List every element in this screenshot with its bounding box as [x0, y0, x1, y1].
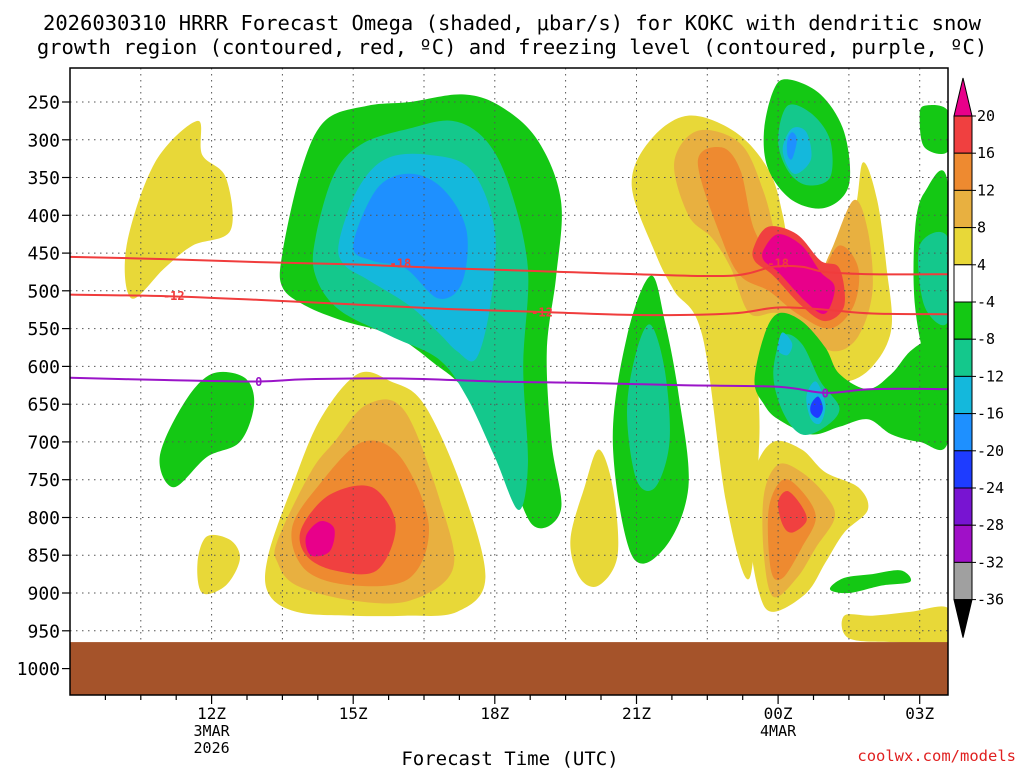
x-tick-label-3: 21Z: [622, 704, 651, 723]
colorbar-swatch-11: [953, 524, 973, 563]
colorbar-swatch-12: [953, 561, 973, 601]
omega-region-35: [919, 105, 948, 155]
contour-labels: -18 -18 -12 -12 0 0: [163, 256, 829, 400]
colorbar-label-7: -12: [977, 367, 1004, 385]
colorbar-label-13: -36: [977, 591, 1004, 609]
colorbar-label-2: 12: [977, 181, 995, 199]
x-tick-label-0: 12Z: [197, 704, 226, 723]
y-tick-label-700: 700: [27, 432, 60, 453]
dgz-contour-label-0-1: -18: [767, 256, 789, 270]
colorbar-label-4: 4: [977, 256, 986, 274]
colorbar-swatch-1: [953, 152, 973, 191]
omega-region-32: [777, 490, 807, 533]
y-tick-label-500: 500: [27, 281, 60, 302]
omega-region-2: [197, 534, 240, 595]
colorbar-label-8: -16: [977, 405, 1004, 423]
surface-ground: [70, 642, 948, 695]
colorbar-swatch-8: [953, 413, 973, 452]
y-tick-label-750: 750: [27, 470, 60, 491]
colorbar-bottom-arrow: [953, 599, 973, 638]
colorbar-label-3: 8: [977, 219, 986, 237]
y-tick-label-950: 950: [27, 621, 60, 642]
y-tick-label-900: 900: [27, 584, 60, 605]
colorbar-swatch-5: [953, 301, 973, 340]
y-tick-label-1000: 1000: [17, 659, 60, 680]
colorbar-swatch-6: [953, 338, 973, 377]
y-tick-label-350: 350: [27, 168, 60, 189]
chart-title-line1: 2026030310 HRRR Forecast Omega (shaded, …: [43, 11, 982, 35]
y-tick-label-450: 450: [27, 244, 60, 265]
omega-region-12: [570, 449, 619, 587]
colorbar-swatch-9: [953, 450, 973, 489]
colorbar-label-9: -20: [977, 442, 1004, 460]
x-tick-label-5: 03Z: [905, 704, 934, 723]
omega-region-1: [159, 371, 255, 488]
colorbar-swatch-3: [953, 227, 973, 266]
omega-region-34: [841, 606, 948, 645]
dgz-contour-label-1-0: -12: [163, 289, 185, 303]
plot-frame: [69, 67, 949, 696]
colorbar-label-11: -28: [977, 516, 1004, 534]
x-date-label-0: 3MAR: [194, 722, 231, 740]
colorbar-swatch-2: [953, 189, 973, 229]
colorbar-label-0: 20: [977, 107, 995, 125]
omega-region-0: [124, 120, 233, 299]
y-tick-label-600: 600: [27, 357, 60, 378]
omega-region-37: [918, 231, 948, 326]
plot-area: [70, 68, 948, 695]
x-date-label-4: 4MAR: [760, 722, 797, 740]
freezing-level-label-0-1: 0: [822, 386, 829, 400]
omega-region-26: [777, 332, 793, 356]
y-tick-label-650: 650: [27, 395, 60, 416]
credit-text[interactable]: coolwx.com/models: [857, 747, 1016, 765]
colorbar-label-12: -32: [977, 553, 1004, 571]
omega-region-28: [810, 396, 823, 418]
omega-region-23: [786, 132, 797, 160]
colorbar-swatch-0: [953, 115, 973, 154]
x-tick-label-2: 18Z: [480, 704, 509, 723]
omega-region-33: [829, 570, 912, 594]
pressure-axis: 250 300 350 400 450 500 550 600 650 700 750 800 850 9…: [17, 93, 70, 680]
y-tick-label-800: 800: [27, 508, 60, 529]
y-tick-label-850: 850: [27, 546, 60, 567]
freezing-level-line-0: [70, 376, 948, 394]
colorbar-legend: 20 16 12 8 4 -4 -8 -12 -16 -20 -24 -28 -32 -36: [953, 77, 1004, 638]
dgz-contour-label-0-0: -18: [390, 256, 412, 270]
dgz-contour-line-0: [70, 255, 948, 278]
colorbar-label-6: -8: [977, 330, 995, 348]
x-year-label-0: 2026: [194, 739, 230, 757]
x-tick-label-1: 15Z: [339, 704, 368, 723]
omega-region-19: [762, 234, 835, 315]
omega-shading: [124, 79, 948, 645]
colorbar-label-1: 16: [977, 144, 995, 162]
colorbar-label-10: -24: [977, 479, 1004, 497]
colorbar-swatch-7: [953, 375, 973, 415]
y-tick-label-400: 400: [27, 206, 60, 227]
chart-title-line2: growth region (contoured, red, ºC) and f…: [37, 35, 987, 59]
colorbar-swatch-10: [953, 487, 973, 526]
y-tick-label-300: 300: [27, 130, 60, 151]
y-tick-label-550: 550: [27, 319, 60, 340]
colorbar-swatch-4: [953, 264, 973, 303]
temperature-contours: [70, 255, 948, 394]
colorbar-label-5: -4: [977, 293, 995, 311]
x-tick-label-4: 00Z: [764, 704, 793, 723]
freezing-level-label-0-0: 0: [255, 375, 262, 389]
omega-region-7: [305, 521, 335, 557]
y-tick-label-250: 250: [27, 93, 60, 114]
dgz-contour-line-1: [70, 293, 948, 317]
x-axis-label: Forecast Time (UTC): [401, 748, 618, 768]
dgz-contour-label-1-1: -12: [531, 306, 553, 320]
